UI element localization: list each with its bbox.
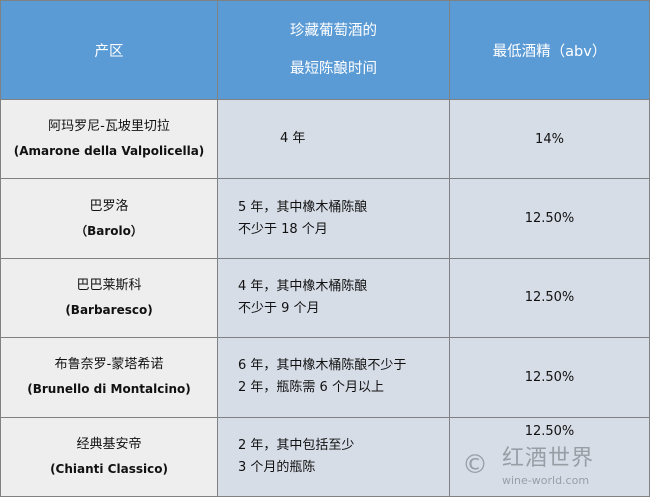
header-region-label: 产区	[94, 43, 124, 60]
abv-cell: 12.50%	[449, 178, 650, 259]
header-abv-label: 最低酒精（abv）	[492, 43, 607, 60]
header-region: 产区	[0, 0, 218, 100]
region-en: (Chianti Classico)	[50, 461, 168, 476]
header-aging-line2: 最短陈酿时间	[290, 61, 377, 77]
region-en: （Barolo）	[75, 223, 143, 238]
region-en: (Barbaresco)	[65, 302, 153, 317]
aging-line: 不少于 18 个月	[238, 221, 328, 237]
table-row: 布鲁奈罗-蒙塔希诺 (Brunello di Montalcino) 6 年，其中橡…	[0, 337, 650, 418]
aging-line: 不少于 9 个月	[238, 300, 320, 316]
region-zh: 阿玛罗尼-瓦坡里切拉	[48, 119, 170, 135]
abv-cell: 12.50%	[449, 257, 650, 339]
aging-line: 2 年，瓶陈需 6 个月以上	[238, 380, 384, 396]
region-en: (Brunello di Montalcino)	[27, 382, 191, 397]
region-zh: 布鲁奈罗-蒙塔希诺	[54, 357, 164, 373]
region-cell: 阿玛罗尼-瓦坡里切拉 (Amarone della Valpolicella)	[0, 98, 218, 180]
table-row: 经典基安帝 (Chianti Classico) 2 年，其中包括至少 3 个月的瓶陈…	[0, 416, 650, 497]
aging-line: 3 个月的瓶陈	[238, 459, 316, 475]
aging-cell: 6 年，其中橡木桶陈酿不少于 2 年，瓶陈需 6 个月以上	[217, 337, 450, 418]
aging-line: 6 年，其中橡木桶陈酿不少于	[238, 358, 407, 374]
table-row: 巴罗洛 （Barolo） 5 年，其中橡木桶陈酿 不少于 18 个月 12.50%	[0, 178, 650, 259]
header-row: 产区 珍藏葡萄酒的 最短陈酿时间 最低酒精（abv）	[0, 0, 650, 100]
header-abv: 最低酒精（abv）	[449, 0, 650, 100]
region-cell: 布鲁奈罗-蒙塔希诺 (Brunello di Montalcino)	[0, 337, 218, 418]
region-zh: 巴巴莱斯科	[76, 277, 142, 293]
abv-cell: 14%	[449, 98, 650, 180]
aging-cell: 5 年，其中橡木桶陈酿 不少于 18 个月	[217, 178, 450, 259]
header-aging: 珍藏葡萄酒的 最短陈酿时间	[217, 0, 450, 100]
abv-cell: 12.50%	[449, 416, 650, 497]
region-cell: 巴罗洛 （Barolo）	[0, 178, 218, 259]
region-zh: 巴罗洛	[89, 198, 129, 214]
header-aging-line1: 珍藏葡萄酒的	[290, 23, 377, 39]
region-en: (Amarone della Valpolicella)	[13, 144, 205, 159]
table-row: 巴巴莱斯科 (Barbaresco) 4 年，其中橡木桶陈酿 不少于 9 个月 12.5…	[0, 257, 650, 339]
region-cell: 巴巴莱斯科 (Barbaresco)	[0, 257, 218, 339]
aging-cell: 2 年，其中包括至少 3 个月的瓶陈	[217, 416, 450, 497]
aging-line: 5 年，其中橡木桶陈酿	[238, 199, 368, 215]
abv-cell: 12.50%	[449, 337, 650, 418]
aging-cell: 4 年	[217, 98, 450, 180]
region-cell: 经典基安帝 (Chianti Classico)	[0, 416, 218, 497]
table-row: 阿玛罗尼-瓦坡里切拉 (Amarone della Valpolicella) 4 …	[0, 98, 650, 180]
aging-line: 4 年	[280, 131, 306, 147]
aging-line: 4 年，其中橡木桶陈酿	[238, 278, 368, 294]
aging-line: 2 年，其中包括至少	[238, 437, 355, 453]
aging-cell: 4 年，其中橡木桶陈酿 不少于 9 个月	[217, 257, 450, 339]
region-zh: 经典基安帝	[76, 436, 142, 452]
